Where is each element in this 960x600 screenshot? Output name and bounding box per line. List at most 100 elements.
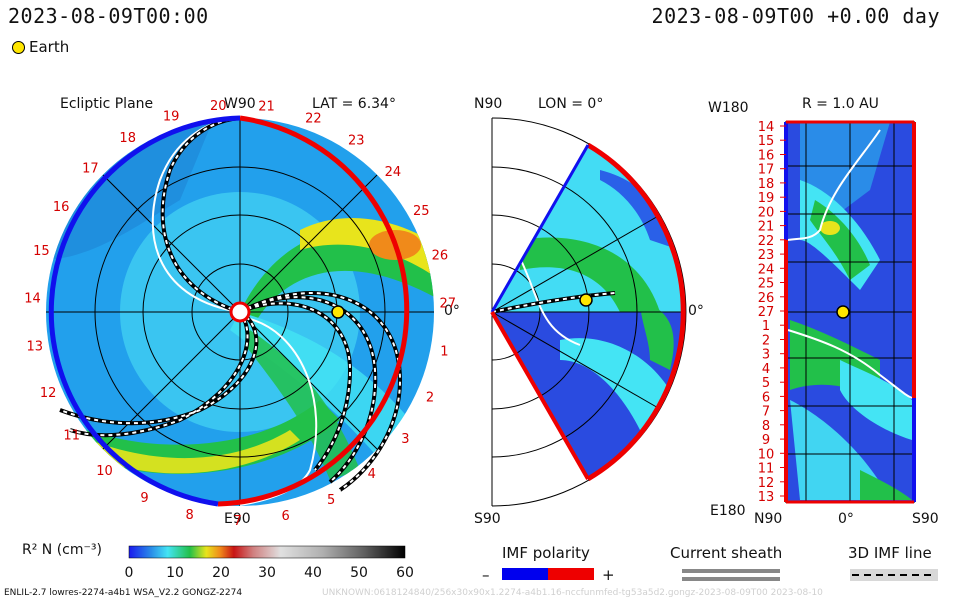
shell-row-label: 19 bbox=[758, 191, 775, 206]
colorbar-tick-label: 60 bbox=[396, 565, 414, 581]
imf-polarity-minus: – bbox=[482, 566, 490, 584]
imf-polarity-plus: + bbox=[602, 566, 615, 584]
carrington-tick-label: 16 bbox=[53, 200, 70, 215]
shell-row-label: 20 bbox=[758, 205, 775, 220]
current-sheath-label: Current sheath bbox=[670, 544, 783, 562]
colorbar-tick-label: 0 bbox=[125, 565, 134, 581]
shell-row-label: 22 bbox=[758, 234, 775, 249]
earth-marker-shell bbox=[836, 305, 850, 319]
carrington-tick-label: 1 bbox=[440, 345, 448, 360]
carrington-tick-label: 27 bbox=[440, 296, 457, 311]
shell-row-label: 3 bbox=[762, 348, 770, 363]
shell-row-label: 14 bbox=[758, 120, 775, 135]
carrington-tick-label: 22 bbox=[305, 111, 322, 126]
ecliptic-sector-positive bbox=[217, 115, 410, 507]
imf-polarity-negative bbox=[502, 568, 548, 580]
ecliptic-title: Ecliptic Plane bbox=[60, 96, 154, 112]
shell-r-label: R = 1.0 AU bbox=[802, 96, 879, 112]
shell-row-label: 5 bbox=[762, 376, 770, 391]
carrington-tick-label: 6 bbox=[281, 509, 289, 524]
ecliptic-lat-label: LAT = 6.34° bbox=[312, 96, 396, 112]
shell-row-label: 1 bbox=[762, 319, 770, 334]
shell-e180-label: E180 bbox=[710, 503, 746, 519]
shell-row-label: 15 bbox=[758, 134, 775, 149]
shell-row-label: 6 bbox=[762, 390, 770, 405]
shell-row-label: 25 bbox=[758, 277, 775, 292]
ecliptic-e90-label: E90 bbox=[224, 511, 251, 527]
carrington-tick-label: 25 bbox=[413, 204, 430, 219]
earth-marker-meridional bbox=[579, 293, 593, 307]
earth-icon bbox=[12, 40, 25, 54]
carrington-tick-label: 10 bbox=[96, 464, 113, 479]
earth-legend: Earth bbox=[12, 38, 69, 56]
imf-polarity-positive bbox=[548, 568, 594, 580]
carrington-tick-label: 26 bbox=[432, 249, 449, 264]
shell-row-label: 26 bbox=[758, 291, 775, 306]
meridional-n90-label: N90 bbox=[474, 96, 503, 112]
meridional-s90-label: S90 bbox=[474, 511, 501, 527]
colorbar-tick-label: 50 bbox=[350, 565, 368, 581]
meridional-current-sheet bbox=[519, 257, 581, 346]
ecliptic-zero-label: 0° bbox=[444, 303, 460, 319]
shell-row-label: 17 bbox=[758, 163, 775, 178]
ecliptic-grid bbox=[46, 118, 434, 506]
carrington-tick-label: 15 bbox=[33, 244, 50, 259]
colorbar-tick-label: 10 bbox=[166, 565, 184, 581]
carrington-tick-label: 11 bbox=[63, 428, 80, 443]
shell-current-sheet-south bbox=[787, 329, 913, 399]
carrington-tick-label: 14 bbox=[24, 292, 41, 307]
shell-row-label: 12 bbox=[758, 476, 775, 491]
shell-grid bbox=[786, 122, 914, 502]
shell-row-label: 21 bbox=[758, 220, 775, 235]
shell-row-label: 10 bbox=[758, 447, 775, 462]
carrington-tick-label: 13 bbox=[27, 340, 44, 355]
shell-row-label: 4 bbox=[762, 362, 770, 377]
imf-line-label: 3D IMF line bbox=[848, 544, 932, 562]
carrington-tick-label: 12 bbox=[40, 386, 57, 401]
shell-row-label: 9 bbox=[762, 433, 770, 448]
run-footer: UNKNOWN:0618124840/256x30x90x1.2274-a4b1… bbox=[322, 588, 823, 598]
ecliptic-sector-negative bbox=[48, 115, 241, 507]
shell-zero-label: 0° bbox=[838, 511, 854, 527]
carrington-tick-label: 9 bbox=[140, 491, 148, 506]
current-sheath-line-2 bbox=[682, 577, 780, 581]
imf-polarity-label: IMF polarity bbox=[502, 544, 590, 562]
carrington-tick-label: 20 bbox=[210, 99, 227, 114]
shell-row-label: 16 bbox=[758, 149, 775, 164]
shell-row-label: 8 bbox=[762, 419, 770, 434]
timestamp-right: 2023-08-09T00 +0.00 day bbox=[651, 4, 940, 28]
shell-n90-label: N90 bbox=[754, 511, 783, 527]
shell-s90-label: S90 bbox=[912, 511, 939, 527]
carrington-tick-label: 8 bbox=[186, 508, 194, 523]
carrington-tick-label: 19 bbox=[163, 110, 180, 125]
carrington-tick-label: 3 bbox=[401, 432, 409, 447]
carrington-tick-label: 21 bbox=[258, 100, 275, 115]
density-colorbar bbox=[128, 545, 406, 559]
sun-marker bbox=[229, 301, 251, 323]
shell-row-label: 24 bbox=[758, 262, 775, 277]
meridional-lon-label: LON = 0° bbox=[538, 96, 604, 112]
earth-marker-ecliptic bbox=[331, 305, 345, 319]
colorbar-label: R² N (cm⁻³) bbox=[22, 542, 102, 558]
carrington-tick-label: 4 bbox=[368, 467, 376, 482]
carrington-tick-label: 7 bbox=[233, 514, 241, 529]
colorbar-tick-label: 20 bbox=[212, 565, 230, 581]
carrington-tick-label: 17 bbox=[82, 162, 99, 177]
shell-row-label: 2 bbox=[762, 334, 770, 349]
carrington-tick-label: 5 bbox=[327, 493, 335, 508]
shell-row-label: 18 bbox=[758, 177, 775, 192]
shell-row-labels: 1415161718192021222324252627123456789101… bbox=[758, 120, 786, 505]
carrington-tick-label: 24 bbox=[385, 165, 402, 180]
carrington-tick-label: 18 bbox=[119, 131, 136, 146]
meridional-sector-boundary bbox=[586, 142, 686, 482]
ecliptic-w90-label: W90 bbox=[224, 96, 256, 112]
current-sheath-line-1 bbox=[682, 569, 780, 573]
meridional-zero-label: 0° bbox=[688, 303, 704, 319]
shell-row-label: 23 bbox=[758, 248, 775, 263]
colorbar-ticks: 0 10 20 30 40 50 60 bbox=[125, 565, 414, 581]
carrington-tick-label: 23 bbox=[348, 134, 365, 149]
model-footer: ENLIL-2.7 lowres-2274-a4b1 WSA_V2.2 GONG… bbox=[4, 588, 243, 598]
shell-current-sheet-north bbox=[787, 129, 881, 241]
colorbar-tick-label: 30 bbox=[258, 565, 276, 581]
